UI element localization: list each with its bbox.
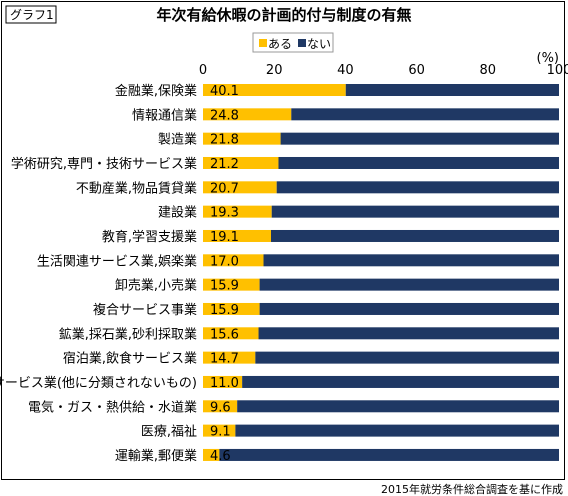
category-label: サービス業(他に分類されないもの) [0,375,197,391]
value-label: 20.7 [210,181,239,196]
value-label: 4.6 [210,449,231,464]
bar-aru [203,400,238,413]
bar-nai [271,205,559,218]
category-label: 電気・ガス・熱供給・水道業 [28,399,197,415]
category-label: 建設業 [158,205,197,221]
category-label: 製造業 [158,132,197,148]
bar-nai [291,108,559,121]
value-label: 15.6 [210,327,239,342]
chart-tag: グラフ1 [5,5,57,24]
value-label: 15.9 [210,303,239,318]
value-label: 21.2 [210,157,239,172]
bar-aru [203,132,281,145]
category-label: 鉱業,採石業,砂利採取業 [59,326,197,342]
bar-aru [203,448,220,461]
bar-aru [203,302,260,315]
value-label: 19.1 [210,230,239,245]
x-tick-label: 0 [199,63,207,78]
category-label: 宿泊業,飲食サービス業 [63,351,197,367]
value-label: 9.1 [210,425,231,440]
category-label: 教育,学習支援業 [102,229,197,245]
bar-nai [278,156,559,169]
bar-nai [235,424,559,437]
x-tick-label: 20 [266,63,283,78]
bar-nai [255,351,559,364]
legend: ある ない [252,32,334,53]
legend-swatch-aru [259,39,267,47]
bar-nai [258,327,559,340]
bar-aru [203,205,272,218]
legend-label-nai: ない [307,37,331,51]
category-label: 医療,福祉 [141,425,197,440]
category-label: 情報通信業 [132,107,197,123]
bar-aru [203,181,277,194]
chart-tag-label: グラフ1 [10,8,54,22]
category-label: 生活関連サービス業,娯楽業 [37,253,197,269]
value-label: 9.6 [210,400,231,415]
legend-swatch-nai [298,39,306,47]
bar-nai [242,375,559,388]
bar-nai [219,448,559,461]
bar-aru [203,351,256,364]
bar-aru [203,375,243,388]
category-label: 不動産業,物品賃貸業 [76,180,197,196]
x-tick-label: 80 [480,63,497,78]
chart-title: 年次有給休暇の計画的付与制度の有無 [156,6,411,24]
value-label: 17.0 [210,254,239,269]
value-labels: 40.1 24.8 21.8 21.2 20.7 19.3 19.1 17.0 15.9 15.9… [210,84,239,464]
legend-box [252,32,334,53]
bar-nai [259,302,559,315]
x-axis-ticks: 0 20 40 60 80 100 [199,63,568,78]
x-tick-label: 40 [337,63,354,78]
bar-nai [280,132,559,145]
value-label: 40.1 [210,84,239,99]
category-label: 金融業,保険業 [115,83,197,99]
bar-aru [203,254,264,267]
value-label: 19.3 [210,206,239,221]
category-labels: 金融業,保険業情報通信業製造業学術研究,専門・技術サービス業不動産業,物品賃貸業… [0,83,197,464]
category-label: 卸売業,小売業 [115,278,197,294]
category-label: 学術研究,専門・技術サービス業 [11,156,197,172]
value-label: 15.9 [210,279,239,294]
category-label: 運輸業,郵便業 [115,448,197,464]
x-tick-label: 100 [547,63,568,78]
bar-aru [203,278,260,291]
value-label: 21.8 [210,133,239,148]
bar-aru [203,84,346,96]
bars [203,84,559,461]
x-tick-label: 60 [408,63,425,78]
value-label: 24.8 [210,108,239,123]
chart-frame [1,1,565,480]
value-label: 14.7 [210,352,239,367]
bar-aru [203,156,279,169]
bar-nai [263,254,559,267]
bar-nai [345,84,559,96]
bar-nai [270,229,559,242]
category-label: 複合サービス事業 [93,302,197,318]
bar-nai [259,278,559,291]
bar-aru [203,229,271,242]
legend-label-aru: ある [268,37,292,51]
source-note: 2015年就労条件総合調査を基に作成 [381,482,563,496]
axis-unit-label: (%) [537,51,560,66]
bar-aru [203,424,236,437]
bar-aru [203,327,259,340]
bar-nai [276,181,559,194]
bar-nai [237,400,559,413]
bar-aru [203,108,292,121]
value-label: 11.0 [210,376,239,391]
